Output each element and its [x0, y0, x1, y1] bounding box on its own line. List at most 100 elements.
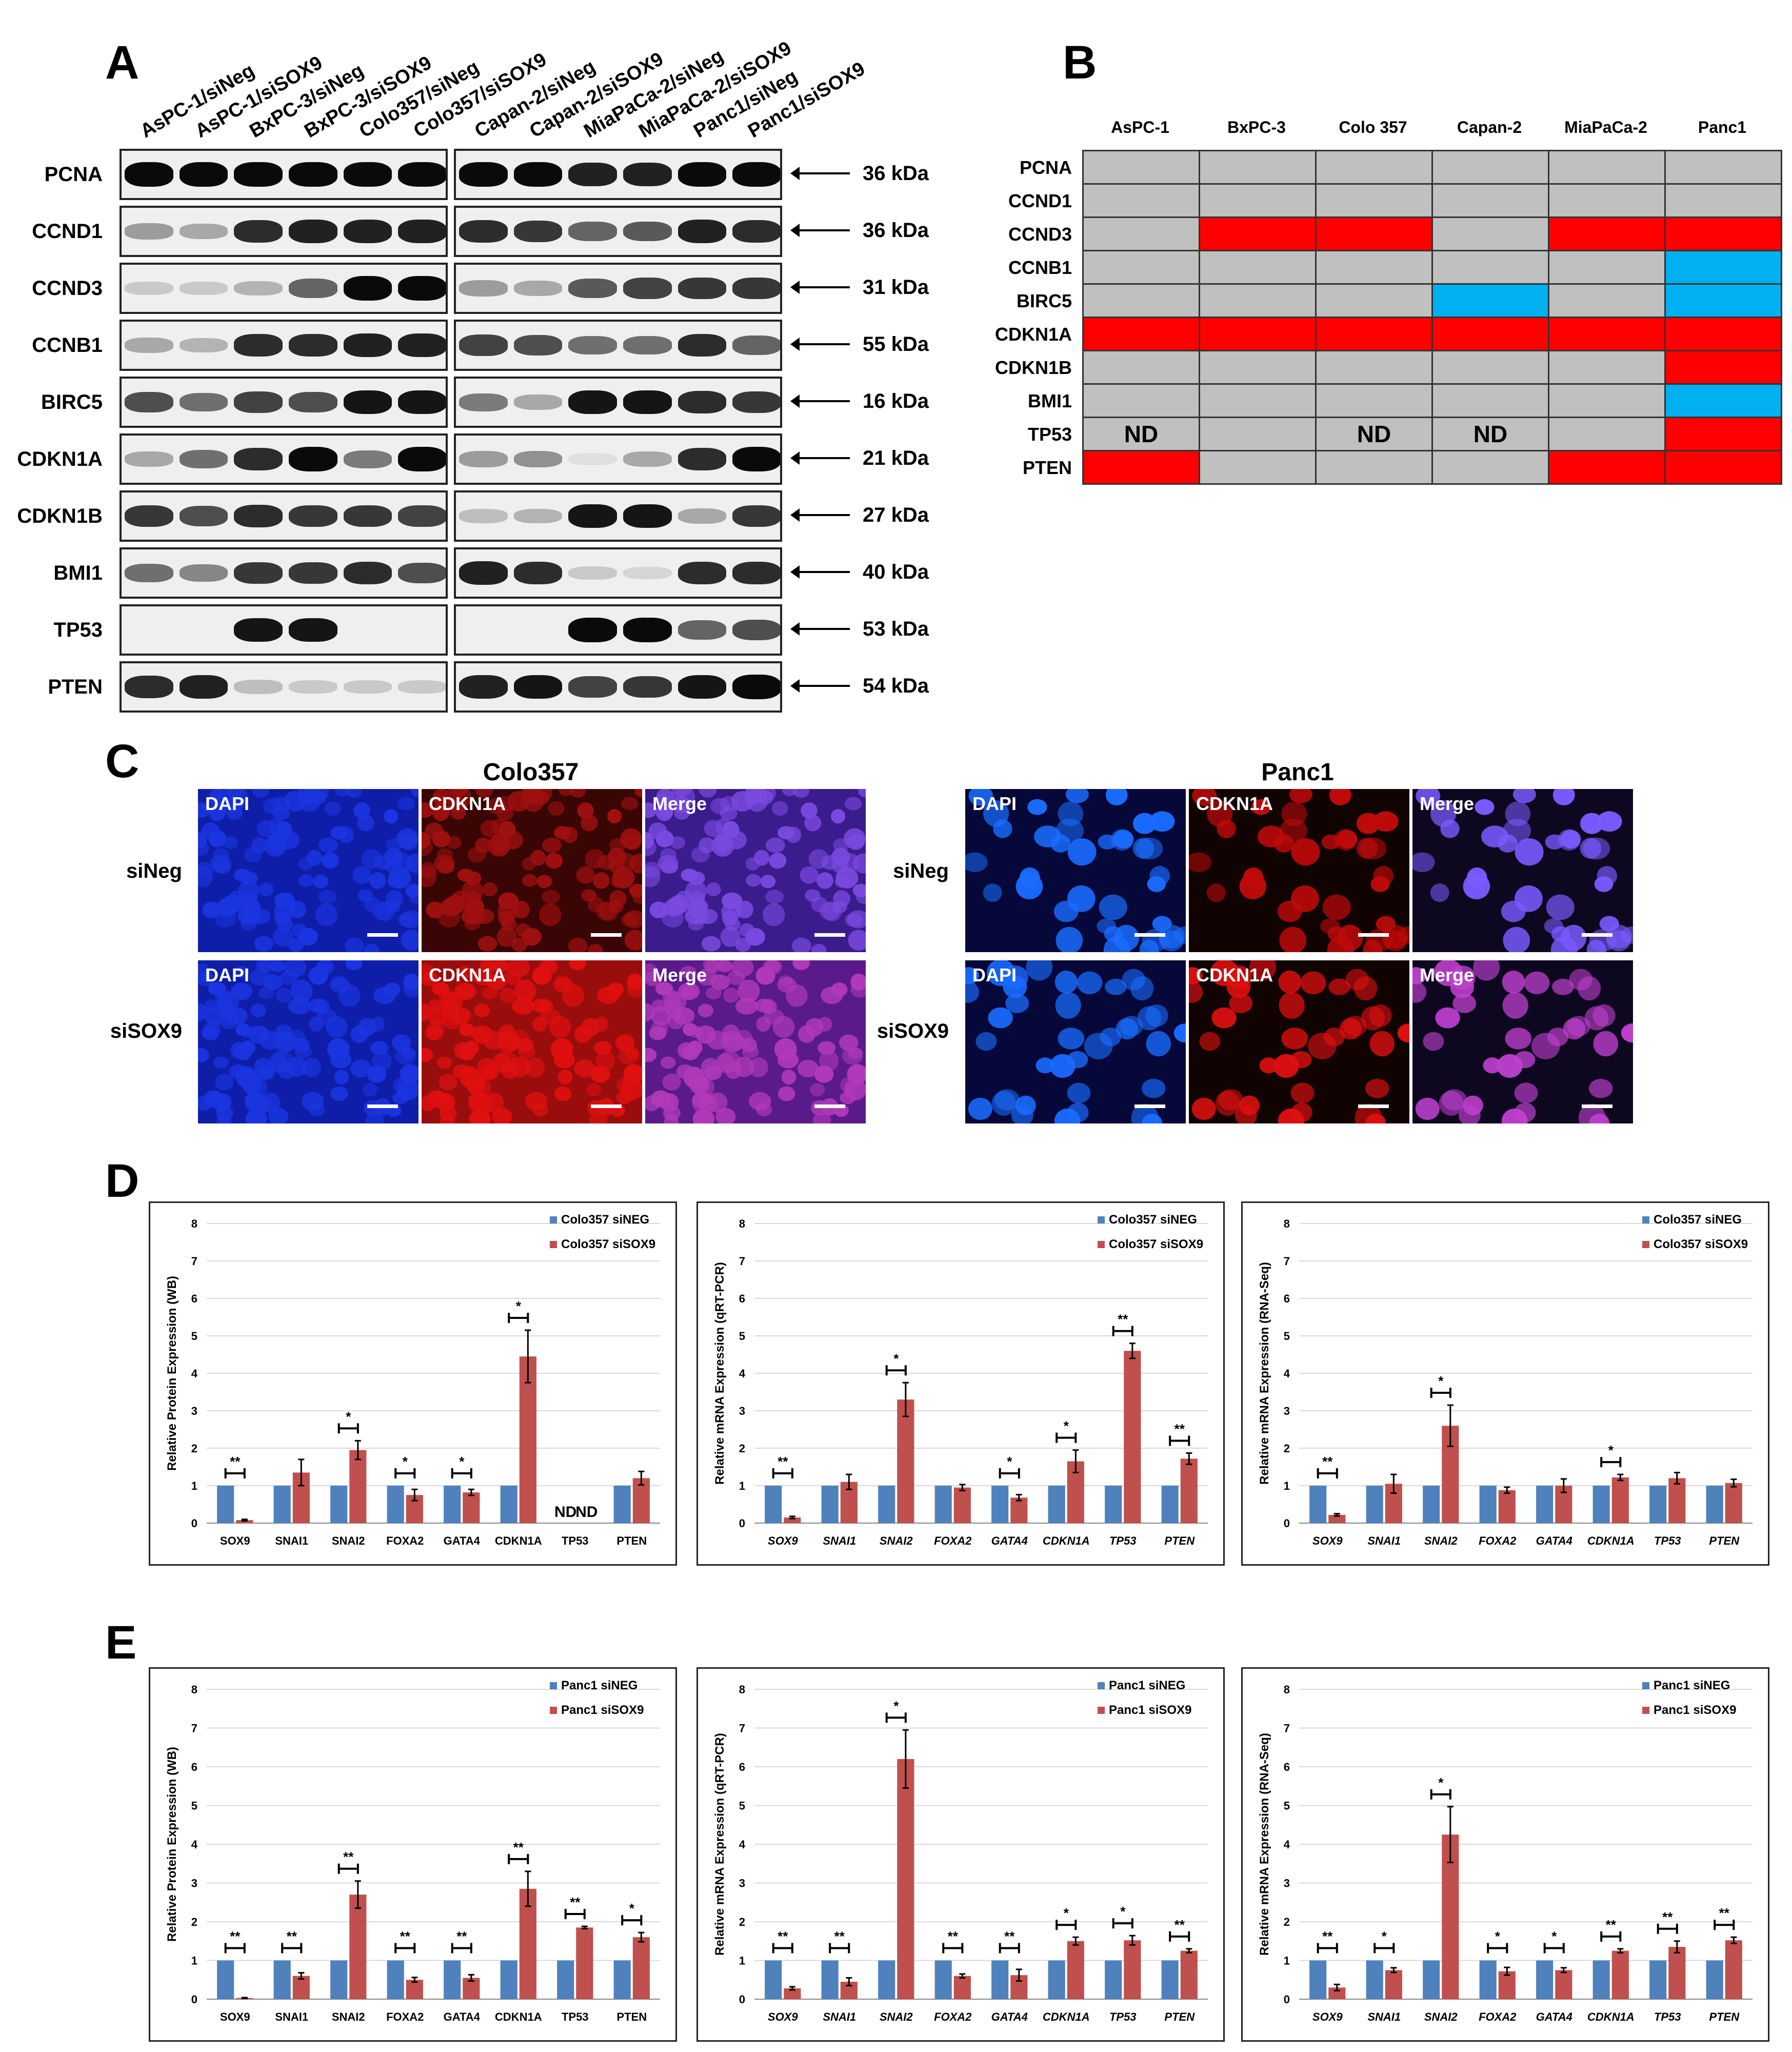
- nucleus: [253, 1058, 273, 1076]
- nucleus: [522, 874, 537, 887]
- heatmap-cell: [1082, 150, 1200, 185]
- significance-label: *: [1495, 1929, 1501, 1944]
- nucleus: [496, 926, 517, 947]
- x-tick-label: CDKN1A: [1587, 1534, 1635, 1547]
- nucleus: [427, 1021, 445, 1036]
- legend-swatch: [1098, 1707, 1105, 1714]
- protein-band: [179, 675, 228, 699]
- nucleus: [678, 982, 700, 1000]
- nucleus: [480, 820, 499, 837]
- protein-band: [678, 220, 727, 243]
- bar: [273, 1960, 291, 1999]
- nucleus: [1355, 1103, 1382, 1123]
- bar: [1536, 1486, 1554, 1523]
- y-tick-label: 1: [1284, 1479, 1290, 1492]
- protein-band: [678, 620, 727, 640]
- x-tick-label: FOXA2: [934, 1534, 972, 1547]
- nucleus: [720, 926, 741, 947]
- nucleus: [623, 1064, 642, 1084]
- chart-frame: 0 1 2 3 4 5 6 7 8 Relative mRNA Expression (qRT-P…: [696, 1667, 1225, 2042]
- x-tick-label: SNAI2: [880, 2010, 913, 2023]
- nucleus: [1415, 1097, 1440, 1120]
- nucleus: [1369, 1004, 1392, 1027]
- legend-swatch: [550, 1682, 557, 1689]
- nucleus: [233, 869, 251, 882]
- nucleus: [357, 815, 374, 832]
- bar: [934, 1960, 952, 1999]
- heatmap-column-label: AsPC-1: [1111, 118, 1169, 136]
- protein-band: [623, 336, 672, 355]
- protein-band: [623, 451, 672, 467]
- nucleus: [322, 853, 340, 869]
- nucleus: [1578, 976, 1601, 1001]
- protein-band: [398, 505, 446, 527]
- protein-band: [459, 451, 508, 467]
- nucleus: [793, 789, 810, 798]
- heatmap-cell: [1315, 250, 1433, 285]
- significance-label: **: [343, 1849, 354, 1865]
- nucleus: [1365, 1078, 1389, 1098]
- bar: [878, 1960, 895, 1999]
- nucleus: [211, 803, 226, 818]
- nucleus: [350, 1059, 372, 1078]
- significance-label: *: [629, 1901, 635, 1916]
- nucleus: [1251, 799, 1271, 815]
- heatmap-column-label: MiaPaCa-2: [1564, 118, 1647, 136]
- nucleus: [689, 1074, 710, 1094]
- significance-label: **: [1606, 1917, 1617, 1932]
- y-tick-label: 1: [191, 1955, 197, 1967]
- protein-band: [459, 561, 508, 585]
- protein-band: [234, 333, 283, 357]
- blot-row-label: BIRC5: [41, 391, 103, 413]
- bar: [1649, 1486, 1667, 1523]
- nucleus: [1131, 1103, 1159, 1123]
- legend-label: Colo357 siSOX9: [1109, 1237, 1203, 1251]
- x-tick-label: PTEN: [1164, 1534, 1195, 1547]
- nucleus: [477, 1058, 496, 1076]
- nucleus: [422, 1048, 433, 1062]
- nucleus: [1397, 1023, 1409, 1043]
- kda-label: 27 kDa: [863, 504, 929, 526]
- nucleus: [198, 802, 210, 818]
- significance-label: **: [287, 1929, 297, 1944]
- y-tick-label: 5: [739, 1330, 745, 1343]
- bar: [632, 1937, 650, 1999]
- x-tick-label: FOXA2: [386, 1534, 424, 1547]
- heatmap-cell: [1664, 417, 1782, 451]
- nucleus: [1552, 978, 1574, 995]
- protein-band: [732, 619, 780, 641]
- bar: [387, 1486, 404, 1523]
- protein-band: [623, 163, 672, 186]
- y-tick-label: 0: [191, 1517, 197, 1530]
- micrograph-image: CDKN1A: [1189, 789, 1409, 952]
- y-tick-label: 4: [1284, 1367, 1290, 1380]
- nucleus: [1621, 1023, 1633, 1043]
- bar: [1048, 1486, 1065, 1523]
- bar: [765, 1486, 782, 1523]
- significance-label: *: [1438, 1373, 1444, 1389]
- significance-label: **: [1174, 1917, 1185, 1932]
- heatmap-cell: ND: [1315, 417, 1433, 451]
- protein-band: [568, 390, 617, 415]
- arrow-icon: [790, 224, 850, 237]
- protein-band: [289, 505, 337, 527]
- blot-strip: [120, 320, 448, 371]
- nucleus: [805, 1018, 824, 1037]
- nucleus: [1067, 1051, 1088, 1069]
- cell-nuclei: [645, 789, 866, 952]
- nucleus: [819, 901, 840, 920]
- nucleus: [258, 882, 274, 897]
- nucleus: [1189, 967, 1203, 984]
- nucleus: [755, 999, 773, 1013]
- x-tick-label: SNAI2: [1424, 2010, 1458, 2023]
- protein-band: [398, 447, 446, 471]
- nucleus: [607, 982, 624, 997]
- heatmap-cell: ND: [1431, 417, 1549, 451]
- nucleus: [439, 990, 456, 1005]
- nucleus: [1337, 830, 1358, 849]
- micrograph-image: CDKN1A: [1189, 960, 1409, 1123]
- nucleus: [746, 874, 761, 887]
- nucleus: [362, 1083, 378, 1097]
- y-tick-label: 4: [191, 1367, 198, 1380]
- nucleus: [1016, 873, 1043, 900]
